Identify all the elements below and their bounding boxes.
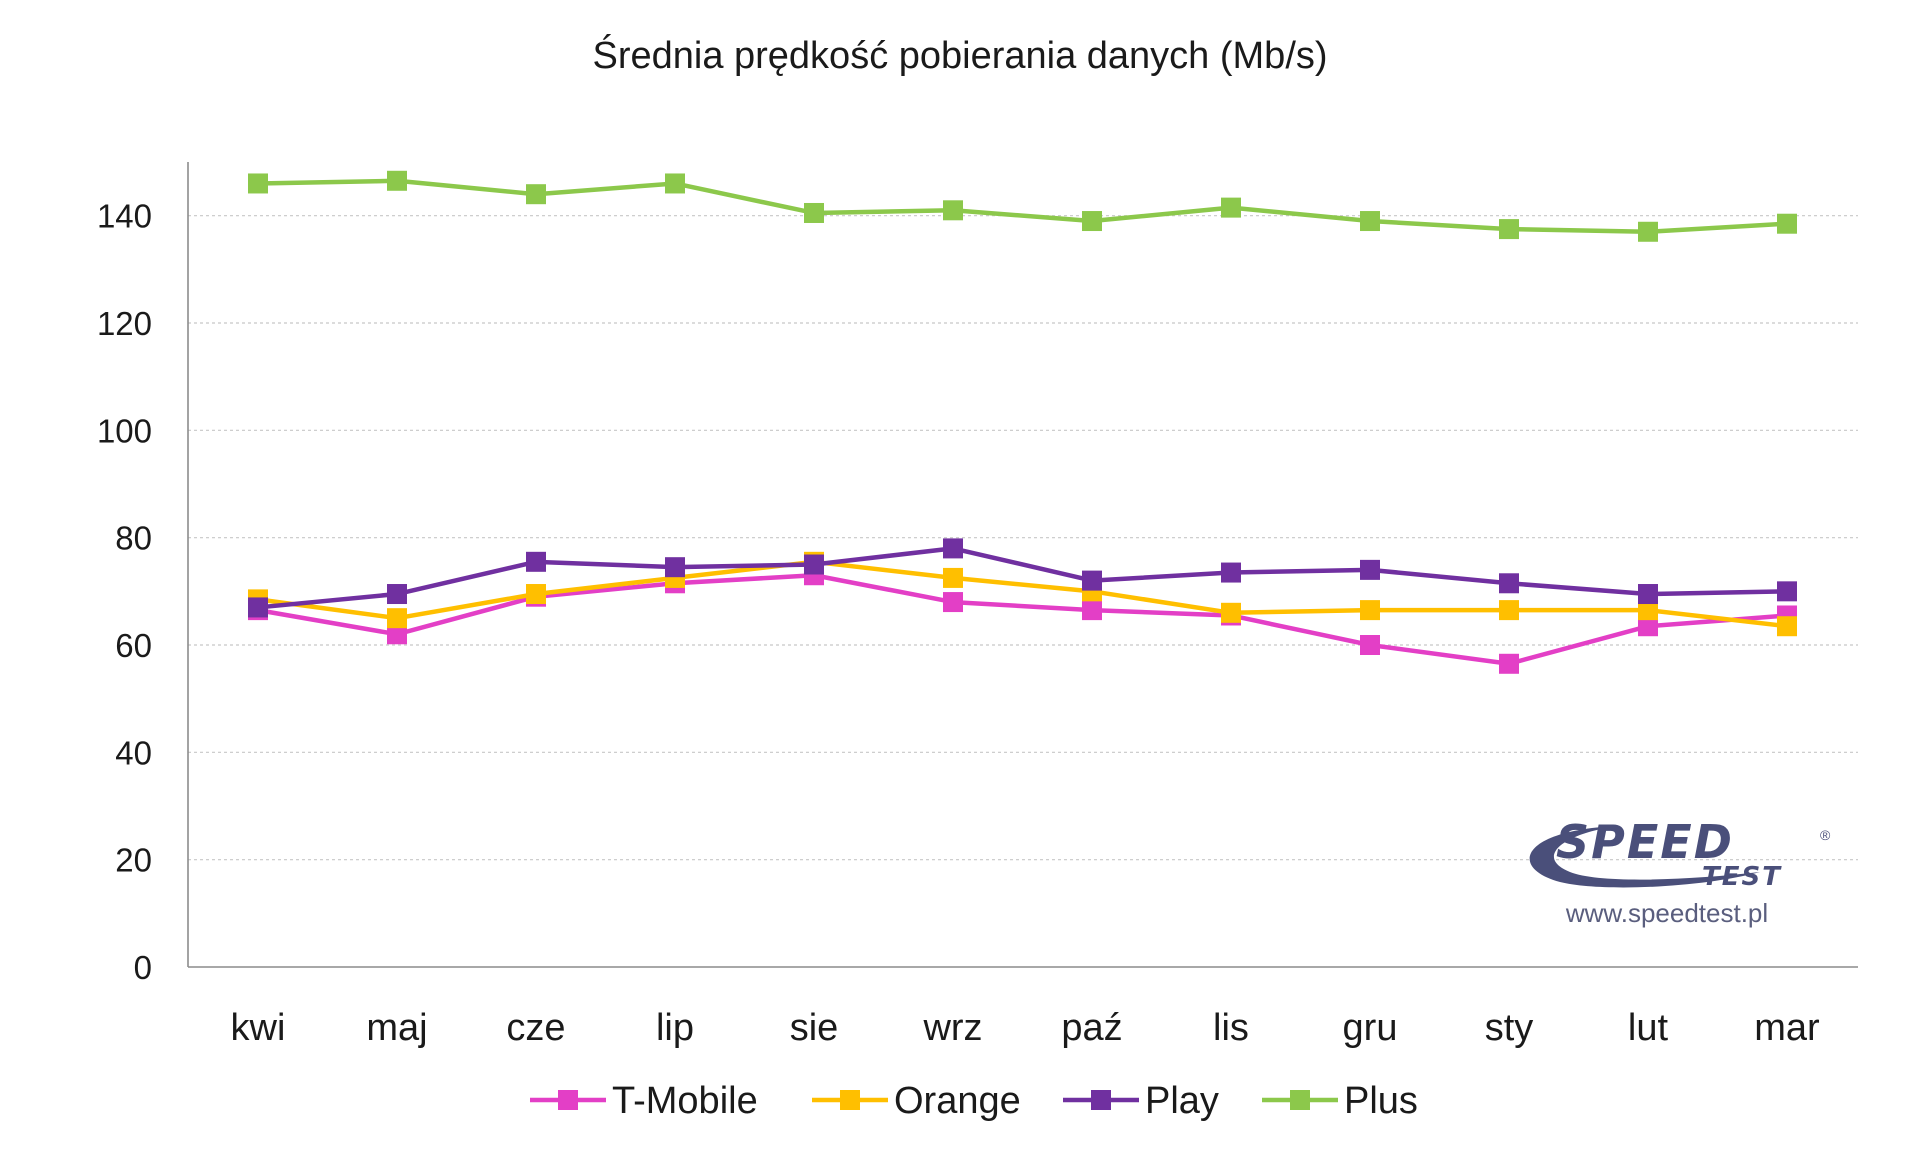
gridlines [188, 215, 1858, 861]
speedtest-logo: SPEED TEST ® www.speedtest.pl [1529, 815, 1831, 928]
data-point-play-lip [665, 557, 685, 578]
data-point-play-gru [1360, 559, 1380, 580]
logo-word-test: TEST [1702, 862, 1782, 892]
data-point-plus-mar [1777, 213, 1797, 234]
y-tick-label-60: 60 [115, 627, 152, 664]
data-point-plus-maj [387, 170, 407, 191]
axes [187, 162, 1858, 968]
y-tick-label-40: 40 [115, 734, 152, 771]
data-point-t-mobile-paź [1082, 600, 1102, 621]
series-lines [248, 170, 1797, 674]
x-tick-label-10: lut [1628, 1007, 1669, 1049]
data-point-t-mobile-lut [1638, 616, 1658, 637]
data-point-play-kwi [248, 597, 268, 618]
legend-item-play: Play [1063, 1080, 1219, 1122]
legend: T-Mobile Orange Play Plus [530, 1080, 1418, 1122]
data-point-plus-paź [1082, 211, 1102, 232]
legend-label-plus: Plus [1344, 1080, 1418, 1122]
x-tick-label-9: sty [1485, 1007, 1534, 1049]
data-point-play-wrz [943, 538, 963, 559]
legend-label-orange: Orange [894, 1080, 1021, 1122]
logo-url: www.speedtest.pl [1565, 898, 1768, 928]
data-point-orange-lut [1638, 600, 1658, 621]
legend-item-orange: Orange [812, 1080, 1021, 1122]
y-axis-tick-labels: 0 20 40 60 80 100 120 140 [97, 198, 152, 986]
data-point-plus-sie [804, 202, 824, 223]
data-point-orange-gru [1360, 600, 1380, 621]
data-point-orange-maj [387, 608, 407, 629]
data-point-t-mobile-sty [1499, 653, 1519, 674]
data-point-orange-mar [1777, 616, 1797, 637]
data-point-plus-cze [526, 184, 546, 205]
data-point-plus-wrz [943, 200, 963, 221]
data-point-t-mobile-wrz [943, 592, 963, 613]
chart-title: Średnia prędkość pobierania danych (Mb/s… [592, 32, 1327, 77]
x-tick-label-3: lip [656, 1007, 694, 1049]
series-line-t-mobile [255, 572, 1790, 667]
legend-label-play: Play [1145, 1080, 1219, 1122]
data-point-orange-lis [1221, 602, 1241, 623]
legend-marker-t-mobile [558, 1090, 578, 1110]
legend-marker-play [1091, 1090, 1111, 1110]
data-point-play-sie [804, 554, 824, 575]
y-tick-label-80: 80 [115, 520, 152, 557]
y-tick-label-100: 100 [97, 412, 152, 449]
data-point-play-paź [1082, 570, 1102, 591]
legend-marker-orange [840, 1090, 860, 1110]
data-point-play-lis [1221, 562, 1241, 583]
x-tick-label-7: lis [1213, 1007, 1249, 1049]
series-line-plus [255, 178, 1790, 235]
data-point-play-sty [1499, 573, 1519, 594]
logo-word-speed: SPEED [1556, 815, 1734, 869]
x-tick-label-5: wrz [922, 1007, 982, 1049]
data-point-plus-lis [1221, 197, 1241, 218]
data-point-play-maj [387, 584, 407, 605]
series-line-orange [255, 559, 1790, 629]
x-tick-label-4: sie [790, 1007, 839, 1049]
x-axis-category-labels: kwi maj cze lip sie wrz paź lis gru sty lut mar [231, 1007, 1821, 1049]
data-point-orange-wrz [943, 567, 963, 588]
data-point-t-mobile-maj [387, 624, 407, 645]
y-tick-label-0: 0 [134, 949, 152, 986]
legend-label-t-mobile: T-Mobile [612, 1080, 758, 1122]
data-point-plus-lip [665, 173, 685, 194]
data-point-plus-gru [1360, 211, 1380, 232]
data-point-t-mobile-gru [1360, 635, 1380, 655]
data-point-plus-kwi [248, 173, 268, 194]
series-t-mobile [248, 565, 1797, 674]
y-tick-label-140: 140 [97, 198, 152, 235]
x-tick-label-2: cze [506, 1007, 565, 1049]
x-tick-label-8: gru [1343, 1007, 1398, 1049]
data-point-play-mar [1777, 581, 1797, 602]
legend-marker-plus [1290, 1090, 1310, 1110]
x-tick-label-0: kwi [231, 1007, 286, 1049]
y-tick-label-120: 120 [97, 305, 152, 342]
series-line-play [255, 546, 1790, 610]
x-tick-label-1: maj [366, 1007, 427, 1049]
logo-registered-mark: ® [1820, 827, 1831, 843]
legend-item-t-mobile: T-Mobile [530, 1080, 758, 1122]
data-point-play-lut [1638, 584, 1658, 605]
data-point-orange-cze [526, 584, 546, 605]
x-tick-label-6: paź [1061, 1007, 1122, 1049]
data-point-plus-lut [1638, 221, 1658, 242]
data-point-play-cze [526, 551, 546, 572]
data-point-orange-sty [1499, 600, 1519, 621]
series-plus [248, 170, 1797, 242]
x-tick-label-11: mar [1754, 1007, 1820, 1049]
y-tick-label-20: 20 [115, 842, 152, 879]
legend-item-plus: Plus [1262, 1080, 1418, 1122]
series-play [248, 538, 1797, 618]
data-point-plus-sty [1499, 219, 1519, 240]
